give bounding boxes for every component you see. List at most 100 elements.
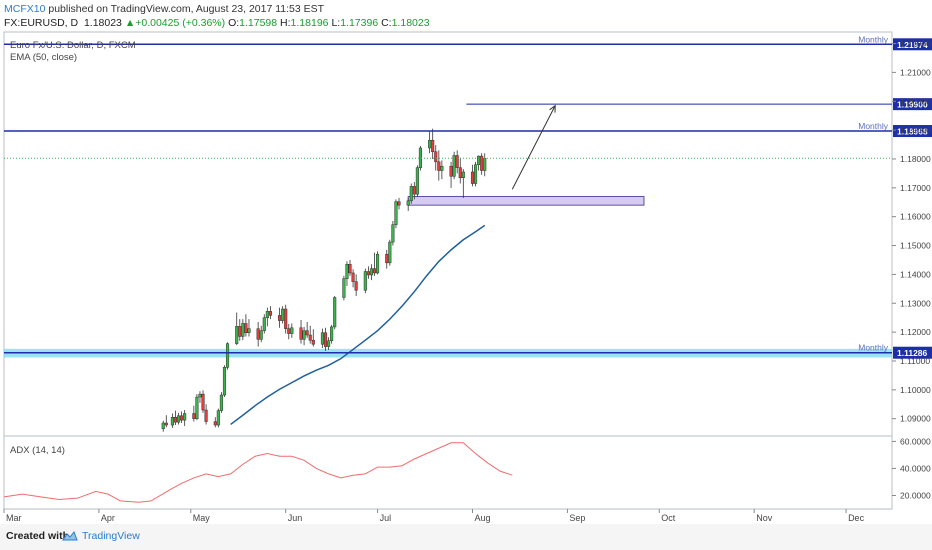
candle	[327, 337, 331, 351]
candle	[213, 417, 217, 428]
candle	[290, 323, 294, 338]
candle-body	[290, 327, 294, 334]
target-price-value: 1.19900	[897, 100, 928, 110]
candle-body	[235, 326, 239, 344]
candle-body	[449, 165, 453, 177]
change-up-icon: ▲	[124, 17, 136, 29]
candle	[431, 128, 435, 159]
candle	[183, 410, 187, 426]
candle-body	[351, 272, 355, 282]
demand-box	[407, 195, 645, 206]
candle-body	[213, 421, 217, 426]
adx-line	[3, 442, 513, 503]
candle-body	[348, 264, 352, 274]
ema-50-line	[230, 224, 486, 426]
candle	[204, 404, 208, 425]
candle-body	[259, 330, 263, 340]
candle	[284, 304, 288, 334]
candle-body	[376, 253, 380, 274]
adx-legend: ADX (14, 14)	[10, 445, 65, 456]
candle-body	[262, 317, 266, 331]
author-link[interactable]: MCFX10	[4, 3, 46, 15]
candle-body	[225, 343, 230, 368]
adx-pane[interactable]	[3, 435, 893, 510]
candle-body	[406, 200, 410, 206]
candle-body	[323, 332, 328, 347]
candle	[323, 327, 328, 351]
adx-axis[interactable]: 20.0000 40.0000 60.0000	[892, 436, 931, 500]
candle	[238, 319, 242, 341]
candle	[247, 319, 251, 337]
ema-layer	[230, 224, 486, 426]
candle-body	[366, 271, 370, 276]
candle	[452, 151, 456, 180]
candle-body	[437, 161, 441, 171]
candle-body	[204, 409, 208, 422]
projection-arrow	[511, 105, 556, 190]
candle-body	[183, 413, 187, 421]
candle-body	[198, 393, 202, 398]
symbol-label: FX:EURUSD, D	[4, 17, 79, 29]
candle-body	[372, 268, 377, 274]
candle	[376, 251, 380, 275]
price-chart[interactable]: Monthly 1.21974 Monthly 1.18968 Monthly 1.112…	[0, 0, 932, 524]
candle	[198, 391, 202, 403]
candle	[388, 239, 392, 266]
chart-title-legend: Euro Fx/U.S. Dollar, D, FXCM	[10, 40, 136, 51]
footer-brand-link[interactable]: TradingView	[82, 530, 140, 542]
time-axis[interactable]: Mar Apr May Jun Jul Aug Sep Oct Nov Dec	[3, 509, 865, 523]
candle-body	[173, 416, 178, 423]
high-label: H:	[280, 17, 291, 29]
candle	[256, 322, 260, 347]
level-price-value: 1.11286	[897, 348, 928, 358]
candle-body	[265, 311, 269, 318]
candle	[391, 221, 395, 246]
published-text: published on TradingView.com, August 23,…	[45, 3, 325, 15]
candle-body	[412, 186, 416, 195]
candle	[176, 412, 181, 425]
candle-body	[278, 315, 282, 321]
close-value: 1.18023	[391, 17, 430, 29]
candle	[305, 322, 309, 338]
candle-body	[330, 326, 334, 342]
target-price-tag	[893, 98, 932, 111]
candle-body	[302, 330, 306, 340]
candle-body	[391, 224, 395, 243]
candle-body	[180, 415, 184, 421]
candle	[311, 329, 315, 347]
candle	[192, 405, 196, 422]
candles-layer[interactable]	[161, 128, 487, 432]
price-axis[interactable]: 1.09000 1.10000 1.11000 1.12000 1.13000 1.140…	[892, 39, 931, 424]
candle-body	[170, 416, 174, 426]
monthly-level-label: Monthly	[858, 121, 889, 131]
candle-body	[327, 340, 331, 347]
candle-body	[458, 167, 462, 178]
price-pane[interactable]	[3, 31, 893, 437]
candle-body	[470, 171, 475, 184]
price-tick-label: 1.15000	[900, 241, 931, 251]
candle	[173, 410, 178, 426]
tradingview-logo-icon	[62, 531, 78, 541]
candle	[397, 197, 401, 210]
candle	[363, 268, 367, 294]
level-price-value: 1.21974	[897, 40, 928, 50]
candle-body	[345, 264, 349, 279]
candle-body	[480, 155, 484, 171]
candle	[244, 314, 248, 337]
price-tick-label: 1.22000	[900, 39, 931, 49]
candle	[369, 264, 373, 281]
time-tick-label: Jun	[288, 513, 303, 523]
candle	[180, 411, 184, 424]
candle	[354, 274, 358, 297]
candle-body	[201, 393, 205, 411]
candle	[225, 342, 230, 370]
candle	[406, 197, 410, 211]
drawings-layer[interactable]: Monthly 1.21974 Monthly 1.18968 Monthly 1.112…	[4, 34, 932, 359]
candle-body	[409, 186, 413, 202]
candle	[470, 164, 475, 187]
candle-body	[308, 334, 312, 341]
adx-layer	[3, 442, 513, 503]
arrow-head	[549, 104, 556, 113]
price-tick-label: 1.20000	[900, 96, 931, 106]
candle	[330, 324, 334, 344]
